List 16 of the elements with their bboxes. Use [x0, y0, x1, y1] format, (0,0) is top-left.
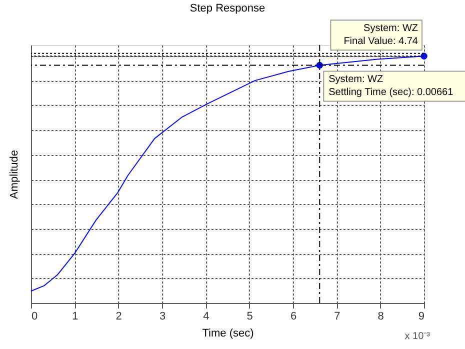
x-tick-label: 9 [418, 310, 424, 322]
x-tick-label: 1 [72, 310, 78, 322]
x-tick-label: 2 [116, 310, 122, 322]
annotation: System: WZ Settling Time (sec): 0.00661 [328, 74, 454, 98]
x-tick-label: 8 [378, 310, 384, 322]
x-tick-label: 3 [159, 310, 166, 322]
text: x 10⁻³ [404, 331, 431, 342]
annotation: System: WZ Final Value: 4.74 [344, 23, 418, 48]
y-axis-title: Amplitude [8, 150, 20, 199]
x-tick-label: 0 [32, 310, 38, 322]
x-axis-title: Time (sec) [202, 328, 254, 340]
chart-title: Step Response [190, 2, 266, 15]
x-tick-label: 6 [290, 310, 297, 322]
x-tick-label: 4 [203, 310, 210, 322]
x-tick-label: 5 [246, 310, 253, 322]
x-tick-label: 7 [334, 310, 340, 322]
